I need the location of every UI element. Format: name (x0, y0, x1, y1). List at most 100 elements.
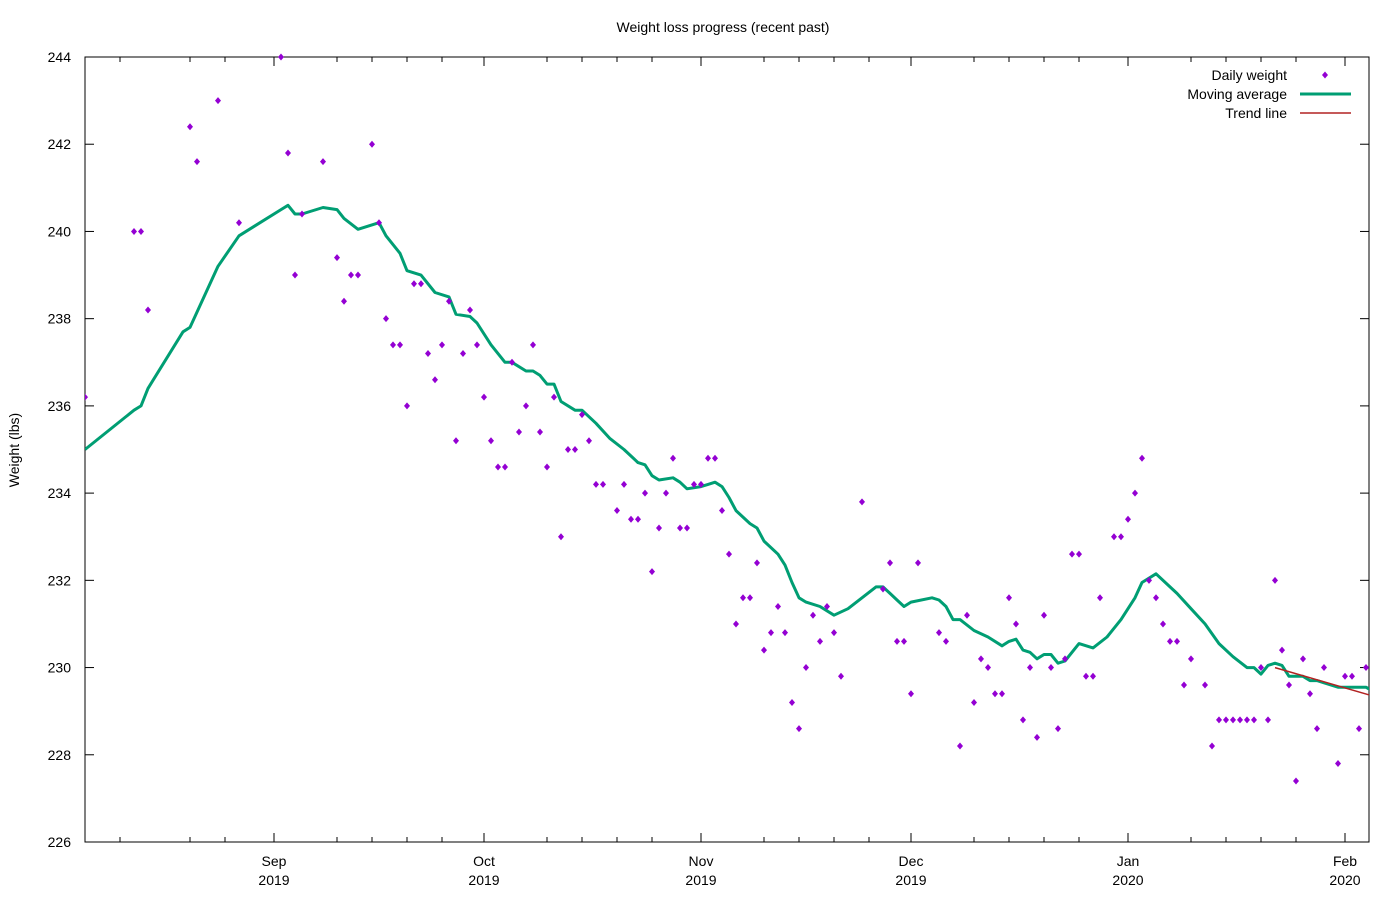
daily-weight-point (1034, 733, 1040, 741)
daily-weight-point (404, 402, 410, 410)
daily-weight-point (1188, 655, 1194, 663)
daily-weight-point (971, 698, 977, 706)
daily-weight-point (824, 603, 830, 610)
daily-weight-point (915, 559, 921, 567)
daily-weight-point (789, 698, 795, 706)
daily-weight-point (1251, 716, 1257, 724)
daily-weight-points (85, 53, 1369, 785)
daily-weight-point (131, 227, 137, 235)
daily-weight-point (642, 489, 648, 497)
daily-weight-point (684, 524, 690, 532)
daily-weight-point (278, 53, 284, 61)
daily-weight-point (502, 463, 508, 471)
daily-weight-point (733, 620, 739, 628)
daily-weight-point (887, 559, 893, 567)
legend-label: Moving average (1187, 86, 1287, 102)
daily-weight-point (467, 306, 473, 314)
daily-weight-point (901, 637, 907, 645)
daily-weight-point (628, 515, 634, 523)
daily-weight-point (320, 158, 326, 166)
daily-weight-point (425, 350, 431, 358)
daily-weight-point (859, 498, 865, 506)
daily-weight-point (1356, 725, 1362, 733)
y-tick-label: 240 (48, 223, 72, 239)
y-tick-label: 238 (48, 311, 72, 327)
daily-weight-point (481, 393, 487, 401)
daily-weight-point (509, 358, 515, 366)
daily-weight-point (1153, 594, 1159, 602)
plot-clip-group (85, 53, 1369, 785)
y-tick-label: 226 (48, 834, 72, 850)
daily-weight-point (565, 446, 571, 453)
daily-weight-point (418, 280, 424, 288)
daily-weight-point (656, 524, 662, 532)
daily-weight-point (1202, 681, 1208, 689)
x-tick-label-month: Feb (1333, 853, 1357, 869)
daily-weight-point (957, 742, 963, 750)
daily-weight-point (215, 97, 221, 105)
daily-weight-point (999, 690, 1005, 698)
trend-line (1274, 666, 1369, 696)
daily-weight-point (1244, 716, 1250, 724)
daily-weight-point (1174, 637, 1180, 645)
daily-weight-point (530, 341, 536, 349)
daily-weight-point (712, 454, 718, 462)
daily-weight-point (1062, 655, 1068, 663)
daily-weight-point (705, 454, 711, 462)
daily-weight-point (1048, 664, 1054, 672)
daily-weight-point (796, 725, 802, 733)
daily-weight-point (1321, 664, 1327, 672)
daily-weight-point (376, 219, 382, 227)
daily-weight-point (1055, 725, 1061, 733)
daily-weight-point (810, 611, 816, 619)
daily-weight-point (782, 629, 788, 637)
daily-weight-point (439, 341, 445, 349)
x-tick-label-month: Oct (473, 853, 495, 869)
daily-weight-point (1111, 533, 1117, 541)
daily-weight-point (1139, 454, 1145, 462)
daily-weight-point (740, 594, 746, 602)
daily-weight-point (719, 507, 725, 515)
daily-weight-point (285, 149, 291, 157)
x-tick-label-year: 2019 (258, 872, 289, 888)
daily-weight-point (397, 341, 403, 349)
daily-weight-point (572, 446, 578, 453)
daily-weight-point (1090, 672, 1096, 680)
daily-weight-point (880, 585, 886, 593)
daily-weight-point (1363, 664, 1369, 672)
daily-weight-point (754, 559, 760, 567)
daily-weight-point (838, 672, 844, 680)
x-tick-label-year: 2020 (1112, 872, 1143, 888)
daily-weight-point (348, 271, 354, 279)
daily-weight-point (985, 664, 991, 672)
chart-title: Weight loss progress (recent past) (617, 19, 830, 35)
daily-weight-point (411, 280, 417, 288)
y-tick-label: 236 (48, 398, 72, 414)
daily-weight-point (523, 402, 529, 410)
x-tick-label-year: 2019 (685, 872, 716, 888)
daily-weight-point (1230, 716, 1236, 724)
daily-weight-point (894, 637, 900, 645)
daily-weight-point (390, 341, 396, 349)
daily-weight-point (1237, 716, 1243, 724)
legend: Daily weight Moving average Trend line (1187, 67, 1351, 121)
x-tick-label-month: Jan (1117, 853, 1140, 869)
daily-weight-point (1027, 664, 1033, 672)
daily-weight-point (145, 306, 151, 314)
daily-weight-point (726, 550, 732, 558)
daily-weight-point (1307, 690, 1313, 698)
x-tick-label-month: Sep (262, 853, 287, 869)
daily-weight-point (1300, 655, 1306, 663)
legend-swatch-point (1322, 71, 1328, 79)
daily-weight-point (621, 480, 627, 488)
daily-weight-point (495, 463, 501, 471)
daily-weight-point (1286, 681, 1292, 689)
daily-weight-point (474, 341, 480, 349)
daily-weight-point (1314, 725, 1320, 733)
y-tick-label: 230 (48, 660, 72, 676)
daily-weight-point (1181, 681, 1187, 689)
daily-weight-point (341, 297, 347, 305)
daily-weight-point (747, 594, 753, 602)
daily-weight-point (1118, 533, 1124, 541)
